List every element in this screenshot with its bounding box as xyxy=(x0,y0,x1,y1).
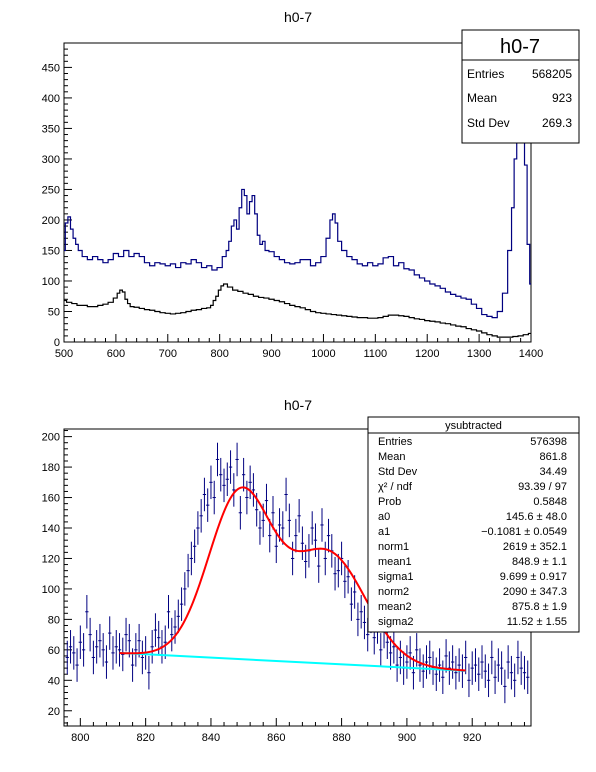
bottom-y-tick-label: 60 xyxy=(48,645,60,657)
bottom-y-tick-label: 40 xyxy=(48,675,60,687)
bottom-stats-value: 93.39 / 97 xyxy=(518,481,567,493)
bottom-y-tick-label: 120 xyxy=(42,553,60,565)
bottom-y-tick-label: 20 xyxy=(48,706,60,718)
top-axis-ticks: 500 600 700 800 900 1000 1100 1200 1300 1400 0 50 10… xyxy=(42,42,543,360)
bottom-stats-label: a1 xyxy=(378,526,390,538)
bottom-stats-box: ysubtracted Entries 576398 Mean 861.8 Std Dev… xyxy=(367,416,580,633)
bottom-x-tick-label: 900 xyxy=(398,732,416,744)
bottom-stats-value: 861.8 xyxy=(539,451,567,463)
bottom-x-tick-label: 860 xyxy=(267,732,285,744)
bottom-stats-label: Prob xyxy=(378,496,401,508)
top-x-tick-label: 800 xyxy=(210,348,228,360)
top-plot-frame xyxy=(63,42,532,343)
bottom-y-tick-label: 180 xyxy=(42,462,60,474)
bottom-stats-label: a0 xyxy=(378,511,390,523)
top-stats-title: h0-7 xyxy=(500,36,540,58)
bottom-y-tick-label: 200 xyxy=(42,432,60,444)
signal-fit-curve xyxy=(119,486,466,672)
bottom-y-tick-label: 100 xyxy=(42,584,60,596)
top-x-tick-label: 1000 xyxy=(311,348,335,360)
bottom-stats-value: 2619 ± 352.1 xyxy=(503,541,567,553)
top-y-tick-label: 250 xyxy=(42,184,60,196)
bottom-stats-value: 2090 ± 347.3 xyxy=(503,586,567,598)
bottom-stats-value: 9.699 ± 0.917 xyxy=(500,571,567,583)
bottom-stats-value: 0.5848 xyxy=(533,496,567,508)
top-y-tick-label: 200 xyxy=(42,215,60,227)
top-x-tick-label: 1100 xyxy=(364,348,388,360)
bottom-chart-title: h0-7 xyxy=(284,397,312,413)
top-stats-box: h0-7 Entries 568205 Mean 923 Std Dev 269… xyxy=(461,29,580,144)
bottom-stats-value: 34.49 xyxy=(539,466,567,478)
top-pad: h0-7 500 600 700 800 900 1000 1100 1200 1300 1400… xyxy=(42,9,580,360)
top-stats-mean-value: 923 xyxy=(552,91,572,105)
top-x-tick-label: 1400 xyxy=(519,348,543,360)
top-stats-frame xyxy=(461,29,580,144)
bottom-stats-label: norm1 xyxy=(378,541,409,553)
top-y-tick-label: 400 xyxy=(42,93,60,105)
bottom-x-tick-label: 880 xyxy=(332,732,350,744)
top-y-tick-label: 300 xyxy=(42,154,60,166)
top-x-tick-label: 600 xyxy=(107,348,125,360)
bottom-y-tick-label: 80 xyxy=(48,614,60,626)
bottom-stats-value: 875.8 ± 1.9 xyxy=(512,601,567,613)
background-fit-line xyxy=(119,651,466,672)
bottom-x-tick-label: 920 xyxy=(463,732,481,744)
bottom-stats-label: mean2 xyxy=(378,601,412,613)
top-stats-mean-label: Mean xyxy=(467,91,497,105)
top-stats-stddev-value: 269.3 xyxy=(542,116,572,130)
bottom-y-tick-label: 140 xyxy=(42,523,60,535)
bottom-stats-label: Mean xyxy=(378,451,406,463)
top-x-tick-label: 900 xyxy=(262,348,280,360)
bottom-stats-value: 11.52 ± 1.55 xyxy=(507,616,567,628)
bottom-stats-label: norm2 xyxy=(378,586,409,598)
top-y-tick-label: 50 xyxy=(48,306,60,318)
bottom-stats-value: −0.1081 ± 0.0549 xyxy=(481,526,567,538)
top-stats-stddev-label: Std Dev xyxy=(467,116,510,130)
bottom-y-tick-label: 160 xyxy=(42,493,60,505)
bottom-x-tick-label: 800 xyxy=(71,732,89,744)
bottom-axis-ticks: 800 820 840 860 880 900 920 20 40 60 80 100 120 140 16… xyxy=(42,430,525,744)
bottom-stats-title: ysubtracted xyxy=(445,420,502,432)
bottom-stats-label: sigma1 xyxy=(378,571,413,583)
top-x-tick-label: 500 xyxy=(55,348,73,360)
top-chart-title: h0-7 xyxy=(284,9,312,25)
bottom-stats-label: Entries xyxy=(378,436,413,448)
bottom-stats-value: 145.6 ± 48.0 xyxy=(506,511,567,523)
bottom-stats-frame xyxy=(367,416,580,633)
top-series-group xyxy=(64,72,531,338)
bottom-stats-label: mean1 xyxy=(378,556,412,568)
top-y-tick-label: 0 xyxy=(54,337,60,349)
bottom-x-tick-label: 820 xyxy=(136,732,154,744)
top-y-tick-label: 450 xyxy=(42,62,60,74)
bottom-stats-label: χ² / ndf xyxy=(378,481,413,493)
top-y-tick-label: 100 xyxy=(42,276,60,288)
top-x-tick-label: 700 xyxy=(159,348,177,360)
blue-histogram-line xyxy=(64,72,531,319)
top-stats-entries-label: Entries xyxy=(467,67,504,81)
top-stats-entries-value: 568205 xyxy=(532,67,572,81)
top-x-tick-label: 1300 xyxy=(467,348,491,360)
top-x-tick-label: 1200 xyxy=(415,348,439,360)
bottom-stats-label: Std Dev xyxy=(378,466,418,478)
bottom-series-group xyxy=(65,442,530,704)
bottom-x-tick-label: 840 xyxy=(202,732,220,744)
bottom-stats-value: 848.9 ± 1.1 xyxy=(512,556,567,568)
bottom-pad: h0-7 800 820 840 860 880 900 920 20 40 60 80 100 120… xyxy=(42,397,580,744)
bottom-stats-value: 576398 xyxy=(530,436,567,448)
top-y-tick-label: 350 xyxy=(42,123,60,135)
top-y-tick-label: 150 xyxy=(42,245,60,257)
black-histogram-line xyxy=(64,283,531,338)
bottom-stats-label: sigma2 xyxy=(378,616,413,628)
